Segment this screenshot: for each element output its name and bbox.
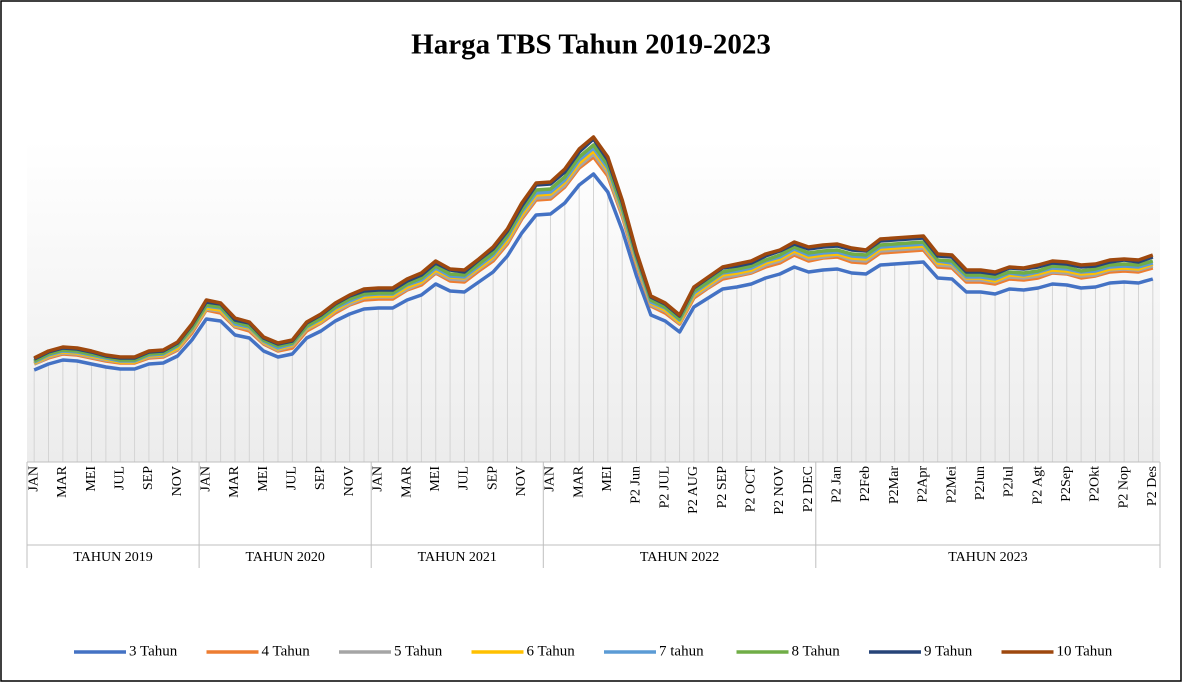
x-tick-label: NOV xyxy=(342,466,357,496)
x-tick-label: JAN xyxy=(26,466,41,492)
series-line xyxy=(33,135,1154,360)
x-group-label: TAHUN 2023 xyxy=(948,550,1027,565)
x-tick-label: JUL xyxy=(285,466,300,490)
x-group-label: TAHUN 2021 xyxy=(418,550,497,565)
legend-label: 9 Tahun xyxy=(924,643,973,659)
x-group-label: TAHUN 2022 xyxy=(640,550,719,565)
legend-label: 8 Tahun xyxy=(792,643,841,659)
x-tick-label: P2 Agt xyxy=(1030,466,1045,505)
x-tick-label: P2 OCT xyxy=(743,466,758,513)
legend-label: 10 Tahun xyxy=(1057,643,1113,659)
x-tick-label: P2Jun xyxy=(973,466,988,500)
x-tick-label: NOV xyxy=(514,466,529,496)
x-tick-label: JAN xyxy=(198,466,213,492)
x-tick-label: JUL xyxy=(457,466,472,490)
legend-label: 7 tahun xyxy=(659,643,704,659)
x-tick-label: P2Feb xyxy=(858,466,873,502)
x-group-label: TAHUN 2019 xyxy=(73,550,152,565)
x-tick-label: JAN xyxy=(371,466,386,492)
x-tick-label: MEI xyxy=(600,466,615,492)
x-tick-label: P2 Jan xyxy=(830,466,845,503)
x-tick-label: P2Jul xyxy=(1002,466,1017,497)
x-group-label: TAHUN 2020 xyxy=(245,550,324,565)
x-tick-label: P2 DEC xyxy=(801,466,816,512)
x-tick-label: MAR xyxy=(399,465,414,498)
x-tick-label: P2Apr xyxy=(916,466,931,503)
legend-label: 4 Tahun xyxy=(262,643,311,659)
x-tick-label: SEP xyxy=(313,466,328,490)
series-line xyxy=(33,143,1154,363)
x-tick-label: MEI xyxy=(256,466,271,492)
x-tick-label: P2Mar xyxy=(887,466,902,504)
x-tick-label: P2 AUG xyxy=(686,466,701,514)
x-tick-label: P2Sep xyxy=(1059,466,1074,502)
x-tick-label: P2Mei xyxy=(944,466,959,503)
x-tick-label: P2 Jun xyxy=(629,466,644,504)
x-tick-label: JAN xyxy=(543,466,558,492)
x-tick-label: P2 NOV xyxy=(772,466,787,515)
x-tick-label: NOV xyxy=(170,466,185,496)
x-tick-label: MEI xyxy=(428,466,443,492)
x-tick-label: JUL xyxy=(112,466,127,490)
x-tick-label: P2 SEP xyxy=(715,466,730,509)
legend-label: 3 Tahun xyxy=(129,643,178,659)
x-tick-label: MAR xyxy=(227,465,242,498)
x-tick-label: MAR xyxy=(571,465,586,498)
x-tick-label: SEP xyxy=(485,466,500,490)
x-tick-label: P2Okt xyxy=(1088,466,1103,502)
x-tick-label: P2 Des xyxy=(1145,466,1160,506)
x-tick-label: MAR xyxy=(55,465,70,498)
legend-label: 5 Tahun xyxy=(394,643,443,659)
series-line xyxy=(33,172,1154,372)
x-tick-label: P2 Nop xyxy=(1116,466,1131,508)
chart-title: Harga TBS Tahun 2019-2023 xyxy=(411,29,771,61)
x-tick-label: MEI xyxy=(84,466,99,492)
x-tick-label: P2 JUL xyxy=(657,466,672,508)
x-tick-label: SEP xyxy=(141,466,156,490)
legend-label: 6 Tahun xyxy=(527,643,576,659)
